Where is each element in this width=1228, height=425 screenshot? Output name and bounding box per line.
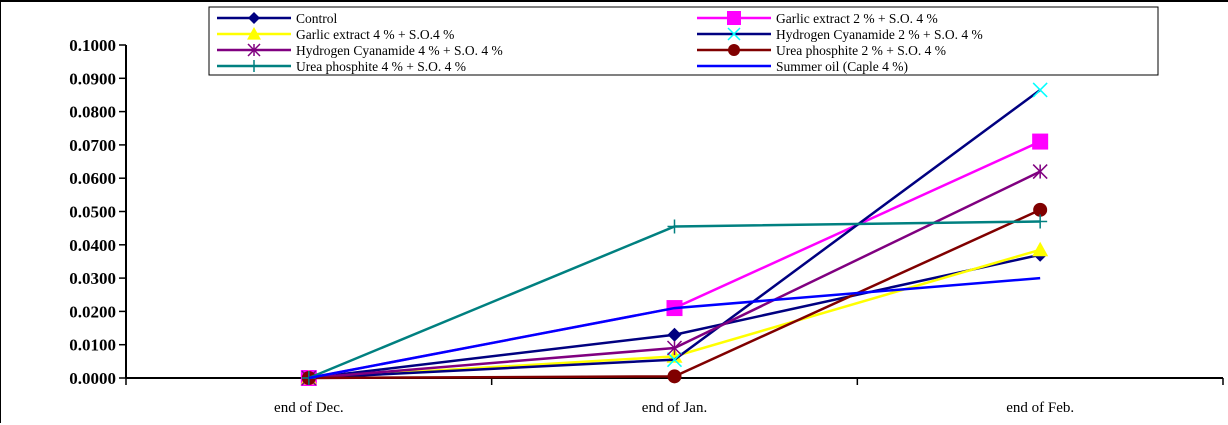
series-1 <box>301 247 1048 385</box>
y-tick-label: 0.0600 <box>69 169 116 188</box>
axes: 0.0000 0.0100 0.0200 0.0300 0.0400 0.0500 0.06… <box>69 36 1224 416</box>
data-point <box>1033 202 1048 217</box>
legend-label: Control <box>296 11 338 26</box>
legend-item: Hydrogen Cyanamide 4 % + S.O. 4 % <box>217 43 503 58</box>
legend-item: Hydrogen Cyanamide 2 % + S.O. 4 % <box>697 27 983 42</box>
x-tick-label: end of Dec. <box>274 400 344 416</box>
series-line <box>308 276 1041 380</box>
y-tick-label: 0.0200 <box>69 302 116 321</box>
legend-item: Urea phosphite 4 % + S.O. 4 % <box>217 59 466 74</box>
legend-label: Urea phosphite 2 % + S.O. 4 % <box>776 43 946 58</box>
y-tick-label: 0.0900 <box>69 69 116 88</box>
data-point <box>667 369 682 384</box>
legend-item: Summer oil (Caple 4 %) <box>697 59 908 74</box>
y-tick-label: 0.0100 <box>69 336 116 355</box>
legend-label: Garlic extract 2 % + S.O. 4 % <box>776 11 938 26</box>
legend-item: Control <box>217 11 338 26</box>
legend-marker <box>247 27 261 40</box>
series-4 <box>301 82 1048 386</box>
y-tick-label: 0.1000 <box>69 36 116 55</box>
legend-item: Urea phosphite 2 % + S.O. 4 % <box>697 43 946 58</box>
y-tick-label: 0.0000 <box>69 369 116 388</box>
legend-label: Hydrogen Cyanamide 2 % + S.O. 4 % <box>776 27 983 42</box>
y-tick-label: 0.0800 <box>69 103 116 122</box>
data-point <box>1032 164 1048 180</box>
data-point <box>1032 241 1049 257</box>
legend: Control Garlic extract 2 % + S.O. 4 % Garl… <box>208 6 1159 76</box>
series-layer <box>300 82 1049 386</box>
series-8 <box>308 276 1041 380</box>
legend-marker <box>727 27 741 41</box>
data-point <box>667 219 682 234</box>
y-tick-label: 0.0400 <box>69 236 116 255</box>
y-tick-label: 0.0300 <box>69 269 116 288</box>
legend-label: Hydrogen Cyanamide 4 % + S.O. 4 % <box>296 43 503 58</box>
legend-marker <box>247 43 261 57</box>
legend-item: Garlic extract 4 % + S.O.4 % <box>217 27 454 42</box>
legend-label: Garlic extract 4 % + S.O.4 % <box>296 27 454 42</box>
series-6 <box>301 202 1048 385</box>
legend-item: Garlic extract 2 % + S.O. 4 % <box>697 11 938 26</box>
series-5 <box>301 164 1048 386</box>
legend-label: Urea phosphite 4 % + S.O. 4 % <box>296 59 466 74</box>
data-point <box>666 340 683 356</box>
legend-marker <box>248 60 260 72</box>
legend-box <box>208 6 1159 76</box>
data-point <box>667 327 682 342</box>
x-tick-label: end of Jan. <box>642 400 707 416</box>
y-tick-label: 0.0500 <box>69 203 116 222</box>
legend-label: Summer oil (Caple 4 %) <box>776 59 908 74</box>
legend-marker <box>248 12 260 24</box>
legend-marker <box>728 44 740 56</box>
data-point <box>1032 82 1048 98</box>
legend-marker <box>727 11 741 25</box>
data-point <box>666 352 683 368</box>
y-tick-label: 0.0700 <box>69 136 116 155</box>
data-point <box>1033 214 1048 229</box>
x-tick-label: end of Feb. <box>1006 400 1074 416</box>
data-point <box>1032 133 1049 150</box>
